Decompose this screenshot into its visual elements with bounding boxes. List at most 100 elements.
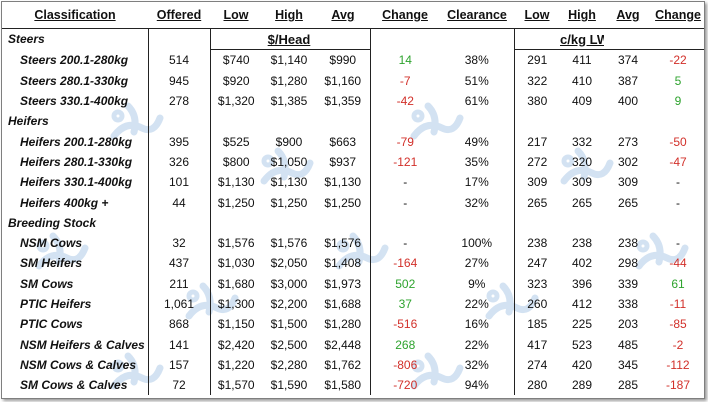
empty-cell — [316, 212, 371, 233]
change-cell: -516 — [393, 317, 418, 332]
change-lw-cell: - — [676, 175, 680, 190]
avg-cell: $1,130 — [316, 172, 371, 193]
change-cell: - — [403, 236, 408, 251]
low-cell: $1,150 — [217, 317, 255, 332]
table-row: SM Cows 211 $1,680 $3,000 $1,973 502 9% 323 396 3… — [2, 273, 704, 294]
offered-cell: 1,061 — [147, 293, 211, 315]
avg-cell: $990 — [316, 49, 371, 71]
header-avg-lw: Avg — [616, 8, 640, 22]
table-row: NSM Cows 32 $1,576 $1,576 $1,576 - 100% 238 238 2… — [2, 232, 704, 254]
high-lw-cell: 410 — [571, 73, 593, 88]
table-row: Heifers 400kg + 44 $1,250 $1,250 $1,250 - 32% 2… — [2, 192, 704, 213]
clearance-cell: 17% — [440, 172, 515, 193]
avg-lw-cell: 339 — [617, 276, 639, 291]
clearance-cell: 32% — [440, 192, 515, 213]
empty-cell — [560, 111, 604, 131]
low-lw-cell: 260 — [527, 297, 548, 311]
high-lw-cell: 396 — [571, 276, 593, 291]
offered-cell: 437 — [147, 253, 211, 274]
high-lw-cell: 265 — [571, 195, 593, 210]
classification-cell: Heifers 400kg + — [20, 195, 109, 210]
empty-cell — [604, 111, 652, 131]
avg-lw-cell: 338 — [617, 297, 639, 311]
offered-cell: 101 — [147, 172, 211, 193]
classification-cell: Steers 200.1-280kg — [20, 53, 129, 68]
empty-cell — [147, 111, 211, 132]
avg-cell: $1,359 — [316, 90, 371, 112]
low-lw-cell: 265 — [527, 195, 548, 210]
table-row: NSM Heifers & Calves 141 $2,420 $2,500 $2,44… — [2, 334, 704, 355]
empty-cell — [147, 212, 211, 233]
table-row: Steers 330.1-400kg 278 $1,320 $1,385 $1,359 -… — [2, 90, 704, 112]
empty-cell — [604, 213, 652, 233]
header-classification: Classification — [34, 8, 116, 22]
low-cell: $1,320 — [217, 94, 255, 109]
avg-lw-cell: 400 — [617, 94, 639, 109]
change-lw-cell: - — [676, 195, 680, 210]
empty-cell — [316, 111, 371, 132]
offered-cell: 278 — [147, 90, 211, 112]
empty-cell — [370, 213, 440, 233]
high-cell: $2,050 — [270, 256, 308, 271]
high-lw-cell: 289 — [571, 378, 593, 393]
low-cell: $800 — [222, 154, 250, 169]
high-lw-cell: 320 — [571, 154, 593, 169]
clearance-cell: 100% — [440, 232, 515, 254]
high-lw-cell: 412 — [571, 297, 593, 311]
empty-cell — [210, 213, 262, 233]
classification-cell: Heifers 200.1-280kg — [20, 134, 133, 149]
avg-cell: $1,250 — [316, 192, 371, 213]
change-lw-cell: 5 — [674, 73, 682, 88]
empty-cell — [210, 27, 262, 51]
table-row: Heifers 330.1-400kg 101 $1,130 $1,130 $1,130… — [2, 172, 704, 193]
low-lw-cell: 247 — [527, 256, 548, 271]
avg-lw-cell: 485 — [617, 337, 639, 352]
clearance-cell: 27% — [440, 253, 515, 274]
clearance-cell: 16% — [440, 314, 515, 335]
change-cell: -121 — [393, 154, 418, 169]
change-cell: -79 — [396, 134, 414, 149]
offered-cell: 514 — [147, 49, 211, 71]
offered-cell: 326 — [147, 151, 211, 173]
header-low: Low — [223, 8, 249, 22]
change-cell: -720 — [393, 378, 418, 393]
empty-cell — [440, 212, 515, 233]
avg-cell: $1,408 — [316, 253, 371, 274]
clearance-cell: 32% — [440, 354, 515, 376]
section-row: Breeding Stock — [2, 212, 704, 233]
high-cell: $1,050 — [270, 154, 308, 169]
clearance-cell: 35% — [440, 151, 515, 173]
market-report-table: Classification Offered Low High Avg Chan… — [2, 2, 704, 396]
avg-cell: $1,576 — [316, 232, 371, 254]
change-lw-cell: -112 — [666, 357, 690, 372]
change-lw-cell: - — [676, 236, 680, 251]
avg-lw-cell: 387 — [617, 73, 639, 88]
high-lw-cell: 332 — [571, 134, 593, 149]
classification-cell: NSM Cows — [20, 236, 83, 251]
high-cell: $1,576 — [270, 236, 308, 251]
empty-cell — [652, 213, 704, 233]
change-lw-cell: 61 — [671, 276, 685, 291]
high-lw-cell: 523 — [571, 337, 593, 352]
avg-lw-cell: 238 — [617, 236, 639, 251]
change-cell: 37 — [398, 297, 412, 311]
high-lw-cell: 238 — [571, 236, 593, 251]
header-high: High — [275, 8, 303, 22]
header-high-lw: High — [568, 8, 596, 22]
avg-cell: $1,973 — [316, 273, 371, 294]
avg-lw-cell: 273 — [617, 134, 639, 149]
avg-lw-cell: 298 — [617, 256, 639, 271]
avg-lw-cell: 374 — [617, 53, 639, 68]
low-cell: $1,300 — [217, 297, 255, 311]
avg-lw-cell: 285 — [617, 378, 639, 393]
table-row: Steers 200.1-280kg 514 $740 $1,140 $990 14 38%… — [2, 49, 704, 71]
table-row: PTIC Heifers 1,061 $1,300 $2,200 $1,688 37 22%… — [2, 293, 704, 315]
avg-cell: $1,580 — [316, 375, 371, 396]
classification-cell: Heifers 330.1-400kg — [20, 175, 133, 190]
high-cell: $1,500 — [270, 317, 308, 332]
classification-cell: NSM Heifers & Calves — [20, 337, 145, 352]
high-lw-cell: 309 — [571, 175, 593, 190]
low-cell: $1,250 — [217, 195, 255, 210]
classification-cell: SM Cows — [20, 276, 74, 291]
empty-cell — [440, 27, 515, 50]
